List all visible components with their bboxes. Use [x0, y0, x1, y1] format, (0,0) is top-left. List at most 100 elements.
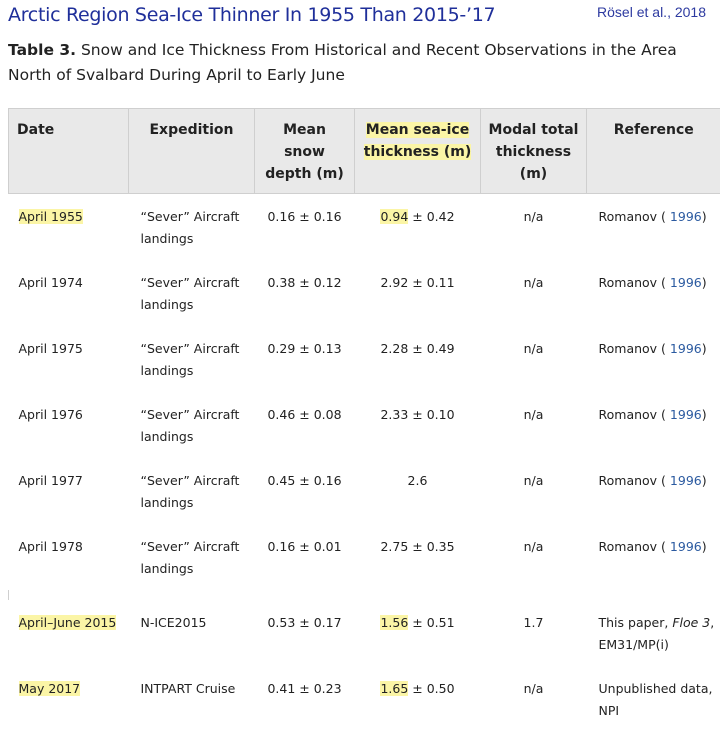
col-header-reference: Reference [587, 109, 720, 194]
reference-name: Romanov ( [599, 473, 666, 488]
cell-snow-depth: 0.29 ± 0.13 [255, 326, 355, 392]
cell-reference: Romanov ( 1996) [587, 260, 720, 326]
col-header-snow-depth: Mean snow depth (m) [255, 109, 355, 194]
cell-date: May 2017 [9, 666, 129, 732]
cell-date: April–June 2015 [9, 600, 129, 666]
cell-reference: Romanov ( 1996) [587, 524, 720, 590]
col-header-date: Date [9, 109, 129, 194]
ice-value: 2.6 [408, 473, 428, 488]
ice-error: ± 0.51 [408, 615, 454, 630]
reference-name: Romanov ( [599, 539, 666, 554]
cell-modal-thickness: n/a [481, 392, 587, 458]
cell-snow-depth: 0.38 ± 0.12 [255, 260, 355, 326]
cell-modal-thickness: n/a [481, 260, 587, 326]
cell-reference: Unpublished data, NPI [587, 666, 720, 732]
ice-error: ± 0.50 [408, 681, 454, 696]
reference-name: Romanov ( [599, 341, 666, 356]
cell-sea-ice-thickness: 1.65 ± 0.50 [355, 666, 481, 732]
cell-sea-ice-thickness: 2.6 [355, 458, 481, 524]
table-container: Date Expedition Mean snow depth (m) Mean… [8, 108, 720, 732]
reference-line2: EM31/MP(i) [599, 637, 669, 652]
reference-close: ) [702, 275, 707, 290]
cell-snow-depth: 0.46 ± 0.08 [255, 392, 355, 458]
cell-modal-thickness: n/a [481, 666, 587, 732]
cell-reference: Romanov ( 1996) [587, 194, 720, 261]
separator-cell [9, 590, 129, 600]
date-text: April 1976 [19, 407, 83, 422]
col-header-modal-thickness: Modal total thickness (m) [481, 109, 587, 194]
cell-modal-thickness: n/a [481, 458, 587, 524]
infographic-header: Arctic Region Sea-Ice Thinner In 1955 Th… [0, 0, 720, 32]
cell-snow-depth: 0.45 ± 0.16 [255, 458, 355, 524]
date-text: April 1974 [19, 275, 83, 290]
cell-modal-thickness: 1.7 [481, 600, 587, 666]
cell-reference: This paper, Floe 3,EM31/MP(i) [587, 600, 720, 666]
cell-expedition: “Sever” Aircraft landings [129, 524, 255, 590]
date-text: April–June 2015 [19, 615, 117, 630]
reference-line2: NPI [599, 703, 620, 718]
reference-year-link[interactable]: 1996 [666, 473, 702, 488]
ice-error: ± 0.10 [408, 407, 454, 422]
col-header-sea-ice-highlight: Mean sea-ice thickness (m) [364, 122, 471, 160]
cell-modal-thickness: n/a [481, 326, 587, 392]
date-text: April 1977 [19, 473, 83, 488]
cell-expedition: “Sever” Aircraft landings [129, 326, 255, 392]
cell-reference: Romanov ( 1996) [587, 458, 720, 524]
cell-expedition: “Sever” Aircraft landings [129, 260, 255, 326]
ice-value: 1.56 [380, 615, 408, 630]
reference-name: This paper, [599, 615, 673, 630]
cell-sea-ice-thickness: 2.75 ± 0.35 [355, 524, 481, 590]
ice-error: ± 0.11 [408, 275, 454, 290]
cell-snow-depth: 0.41 ± 0.23 [255, 666, 355, 732]
cell-modal-thickness: n/a [481, 524, 587, 590]
cell-sea-ice-thickness: 2.33 ± 0.10 [355, 392, 481, 458]
separator-cell [587, 590, 720, 600]
cell-expedition: N-ICE2015 [129, 600, 255, 666]
date-text: May 2017 [19, 681, 81, 696]
ice-value: 2.75 [380, 539, 408, 554]
col-header-sea-ice-thickness: Mean sea-ice thickness (m) [355, 109, 481, 194]
cell-date: April 1974 [9, 260, 129, 326]
reference-close: ) [702, 209, 707, 224]
ice-error: ± 0.35 [408, 539, 454, 554]
reference-name: Unpublished data, [599, 681, 713, 696]
reference-year-link[interactable]: 1996 [666, 209, 702, 224]
reference-name: Romanov ( [599, 209, 666, 224]
ice-value: 2.28 [380, 341, 408, 356]
ice-error: ± 0.49 [408, 341, 454, 356]
caption-label: Table 3. [8, 41, 76, 59]
reference-close: ) [702, 407, 707, 422]
cell-date: April 1977 [9, 458, 129, 524]
cell-reference: Romanov ( 1996) [587, 392, 720, 458]
date-text: April 1975 [19, 341, 83, 356]
reference-close: ) [702, 473, 707, 488]
reference-name: Romanov ( [599, 407, 666, 422]
cell-expedition: INTPART Cruise [129, 666, 255, 732]
cell-sea-ice-thickness: 0.94 ± 0.42 [355, 194, 481, 261]
reference-year-link[interactable]: 1996 [666, 407, 702, 422]
thickness-table: Date Expedition Mean snow depth (m) Mean… [8, 108, 720, 732]
cell-snow-depth: 0.16 ± 0.16 [255, 194, 355, 261]
cell-snow-depth: 0.16 ± 0.01 [255, 524, 355, 590]
cell-expedition: “Sever” Aircraft landings [129, 458, 255, 524]
headline: Arctic Region Sea-Ice Thinner In 1955 Th… [8, 4, 495, 26]
col-header-expedition: Expedition [129, 109, 255, 194]
cell-date: April 1975 [9, 326, 129, 392]
separator-cell [255, 590, 355, 600]
ice-error: ± 0.42 [408, 209, 454, 224]
ice-value: 2.33 [380, 407, 408, 422]
reference-close: ) [702, 539, 707, 554]
date-text: April 1955 [19, 209, 83, 224]
cell-sea-ice-thickness: 2.92 ± 0.11 [355, 260, 481, 326]
reference-year-link[interactable]: 1996 [666, 539, 702, 554]
reference-year-link[interactable]: 1996 [666, 341, 702, 356]
reference-year-link[interactable]: 1996 [666, 275, 702, 290]
